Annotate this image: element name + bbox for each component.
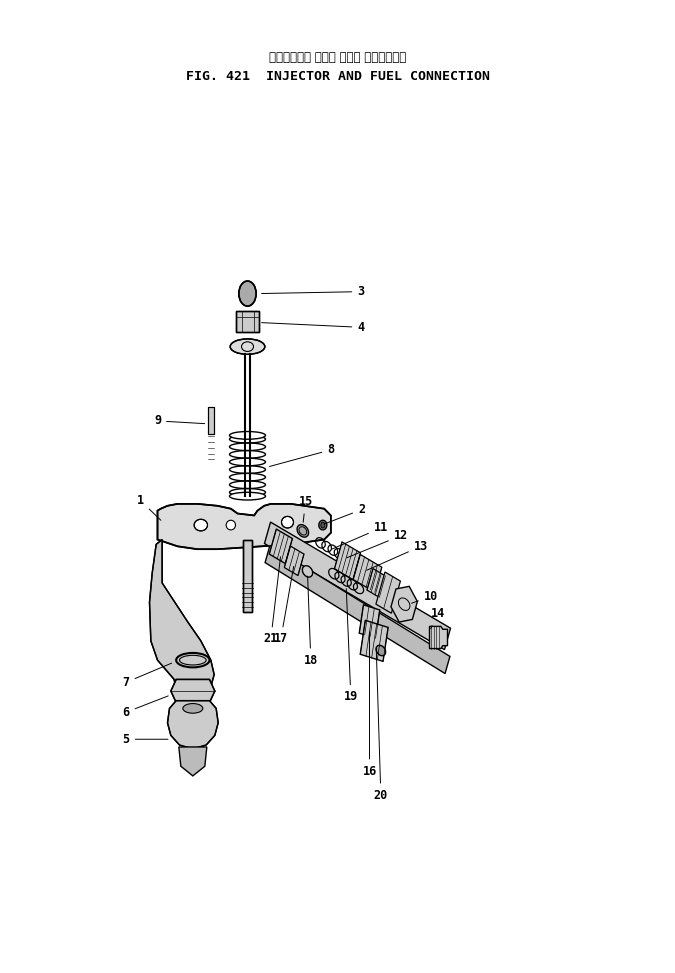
Polygon shape [376, 572, 400, 613]
Text: 19: 19 [344, 589, 358, 703]
Bar [207, 408, 214, 434]
Bar [236, 311, 259, 332]
Polygon shape [359, 605, 380, 638]
Polygon shape [179, 747, 207, 775]
Bar [207, 408, 214, 434]
Text: 7: 7 [123, 664, 171, 689]
Bar [243, 540, 252, 612]
Text: 2: 2 [324, 503, 365, 524]
Polygon shape [353, 555, 382, 593]
Text: 3: 3 [262, 285, 365, 298]
Polygon shape [149, 540, 214, 708]
Polygon shape [171, 679, 215, 703]
Text: インジェクタ および フエル コネクション: インジェクタ および フエル コネクション [269, 51, 406, 63]
Polygon shape [265, 523, 450, 650]
Polygon shape [167, 701, 218, 749]
Text: 14: 14 [431, 607, 445, 629]
Text: 10: 10 [412, 590, 438, 603]
Polygon shape [335, 542, 360, 580]
Polygon shape [360, 621, 388, 662]
Polygon shape [367, 568, 385, 597]
Text: 17: 17 [273, 566, 294, 645]
Bar [236, 311, 259, 332]
Text: 1: 1 [137, 494, 161, 521]
Text: 21: 21 [264, 557, 281, 645]
Text: 15: 15 [298, 495, 313, 523]
Ellipse shape [194, 520, 207, 531]
Text: 16: 16 [362, 632, 377, 777]
Polygon shape [391, 587, 417, 622]
Ellipse shape [281, 517, 294, 528]
Text: 20: 20 [374, 648, 388, 802]
Ellipse shape [376, 645, 385, 656]
Polygon shape [157, 504, 331, 549]
Text: FIG. 421  INJECTOR AND FUEL CONNECTION: FIG. 421 INJECTOR AND FUEL CONNECTION [186, 70, 489, 83]
Ellipse shape [183, 703, 202, 713]
Text: 12: 12 [347, 529, 408, 558]
Ellipse shape [226, 521, 236, 530]
Ellipse shape [230, 492, 265, 500]
Text: 18: 18 [304, 576, 318, 667]
Ellipse shape [297, 524, 308, 537]
Text: 8: 8 [269, 444, 334, 466]
Text: 9: 9 [154, 414, 205, 427]
Text: 6: 6 [123, 696, 168, 719]
Ellipse shape [319, 521, 327, 530]
Text: 4: 4 [262, 321, 365, 334]
Polygon shape [429, 627, 448, 649]
Polygon shape [284, 546, 304, 575]
Text: 5: 5 [123, 733, 168, 745]
Polygon shape [265, 546, 450, 673]
Ellipse shape [302, 565, 313, 577]
Bar [243, 540, 252, 612]
Ellipse shape [230, 431, 265, 439]
Polygon shape [269, 529, 292, 563]
Text: 13: 13 [367, 540, 428, 570]
Ellipse shape [230, 339, 265, 354]
Circle shape [239, 281, 256, 306]
Ellipse shape [321, 523, 325, 528]
Text: 11: 11 [332, 522, 388, 549]
